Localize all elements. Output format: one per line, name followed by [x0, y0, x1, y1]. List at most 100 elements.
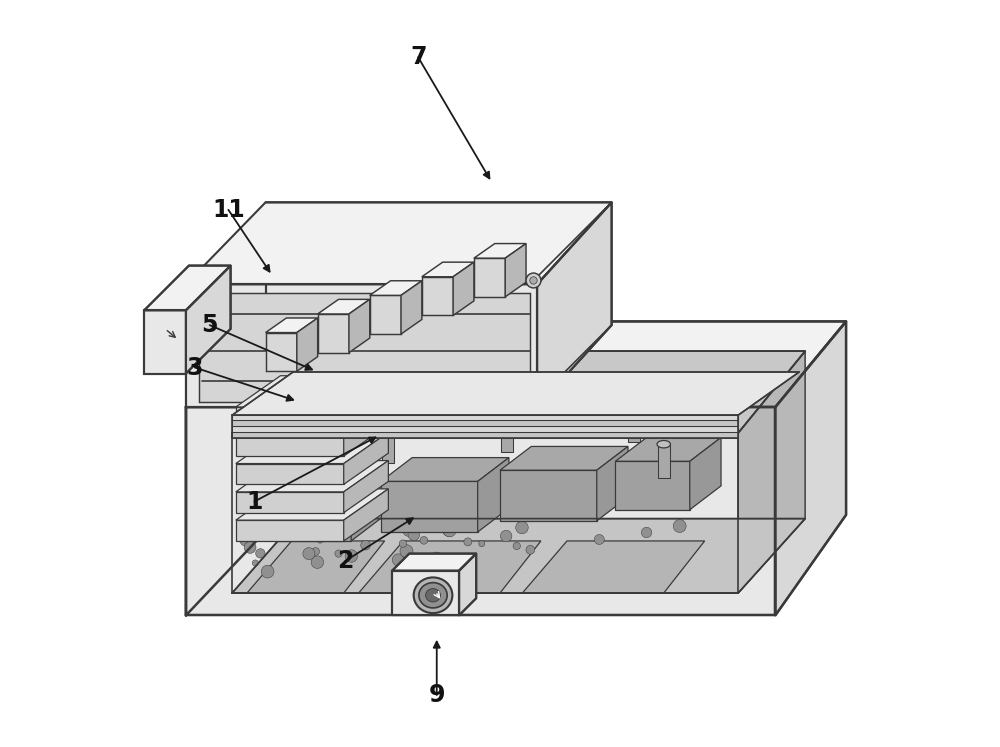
Polygon shape: [232, 433, 738, 438]
Circle shape: [399, 540, 407, 548]
Polygon shape: [144, 310, 186, 374]
Polygon shape: [453, 262, 474, 315]
Text: 1: 1: [246, 489, 263, 513]
Polygon shape: [232, 351, 805, 433]
Circle shape: [244, 542, 256, 554]
Circle shape: [581, 500, 594, 513]
Ellipse shape: [382, 426, 395, 433]
Polygon shape: [236, 433, 388, 464]
Circle shape: [479, 541, 485, 547]
Circle shape: [361, 540, 370, 550]
Circle shape: [420, 499, 431, 509]
Polygon shape: [344, 376, 388, 428]
Polygon shape: [318, 314, 349, 353]
Circle shape: [443, 524, 456, 537]
Ellipse shape: [627, 405, 641, 412]
Polygon shape: [382, 430, 394, 463]
Circle shape: [483, 500, 493, 510]
Circle shape: [311, 556, 324, 568]
Polygon shape: [266, 318, 318, 332]
Circle shape: [392, 554, 404, 566]
Polygon shape: [597, 447, 628, 521]
Circle shape: [317, 537, 323, 543]
Polygon shape: [344, 433, 388, 484]
Circle shape: [415, 560, 427, 572]
Polygon shape: [344, 461, 388, 512]
Text: 9: 9: [428, 683, 445, 707]
Polygon shape: [318, 300, 370, 314]
Circle shape: [400, 545, 413, 558]
Polygon shape: [186, 407, 775, 616]
Polygon shape: [351, 469, 382, 541]
Circle shape: [488, 495, 499, 507]
Circle shape: [526, 273, 541, 288]
Polygon shape: [236, 461, 388, 492]
Polygon shape: [247, 541, 385, 593]
Polygon shape: [344, 489, 388, 541]
Polygon shape: [501, 418, 513, 452]
Text: 5: 5: [202, 313, 218, 337]
Circle shape: [404, 503, 414, 513]
Polygon shape: [236, 407, 344, 428]
Polygon shape: [401, 281, 422, 334]
Circle shape: [303, 548, 315, 560]
Polygon shape: [370, 281, 422, 295]
Circle shape: [641, 527, 652, 538]
Polygon shape: [615, 462, 690, 509]
Polygon shape: [236, 376, 388, 407]
Polygon shape: [186, 202, 612, 284]
Ellipse shape: [426, 589, 440, 602]
Polygon shape: [775, 321, 846, 616]
Circle shape: [452, 495, 461, 505]
Polygon shape: [232, 421, 738, 427]
Circle shape: [503, 487, 515, 499]
Polygon shape: [615, 438, 721, 462]
Circle shape: [537, 489, 549, 501]
Polygon shape: [381, 458, 509, 481]
Circle shape: [345, 550, 358, 562]
Circle shape: [530, 276, 537, 284]
Polygon shape: [522, 541, 705, 593]
Polygon shape: [658, 444, 670, 477]
Circle shape: [528, 390, 543, 405]
Polygon shape: [277, 469, 382, 492]
Polygon shape: [474, 258, 505, 297]
Polygon shape: [186, 284, 537, 407]
Circle shape: [297, 514, 308, 525]
Polygon shape: [199, 293, 530, 402]
Polygon shape: [236, 404, 388, 436]
Circle shape: [516, 521, 528, 534]
Polygon shape: [422, 276, 453, 315]
Polygon shape: [186, 325, 266, 616]
Circle shape: [358, 517, 369, 528]
Circle shape: [500, 530, 512, 542]
Circle shape: [240, 534, 252, 546]
Polygon shape: [297, 318, 318, 371]
Circle shape: [532, 394, 539, 401]
Polygon shape: [236, 489, 388, 520]
Polygon shape: [690, 438, 721, 509]
Polygon shape: [232, 415, 738, 421]
Circle shape: [659, 492, 666, 499]
Circle shape: [252, 560, 258, 566]
Circle shape: [663, 492, 673, 501]
Circle shape: [486, 509, 493, 516]
Polygon shape: [266, 332, 297, 371]
Polygon shape: [738, 351, 805, 593]
Polygon shape: [344, 404, 388, 456]
Polygon shape: [392, 571, 459, 616]
Polygon shape: [236, 520, 344, 541]
Circle shape: [403, 525, 414, 536]
Text: 11: 11: [212, 198, 245, 222]
Circle shape: [679, 491, 688, 500]
Polygon shape: [186, 266, 231, 374]
Polygon shape: [392, 554, 476, 571]
Circle shape: [528, 507, 539, 518]
Polygon shape: [422, 262, 474, 276]
Polygon shape: [459, 554, 476, 616]
Polygon shape: [478, 458, 509, 532]
Polygon shape: [628, 409, 640, 442]
Polygon shape: [370, 295, 401, 334]
Text: 3: 3: [187, 356, 203, 379]
Polygon shape: [236, 464, 344, 484]
